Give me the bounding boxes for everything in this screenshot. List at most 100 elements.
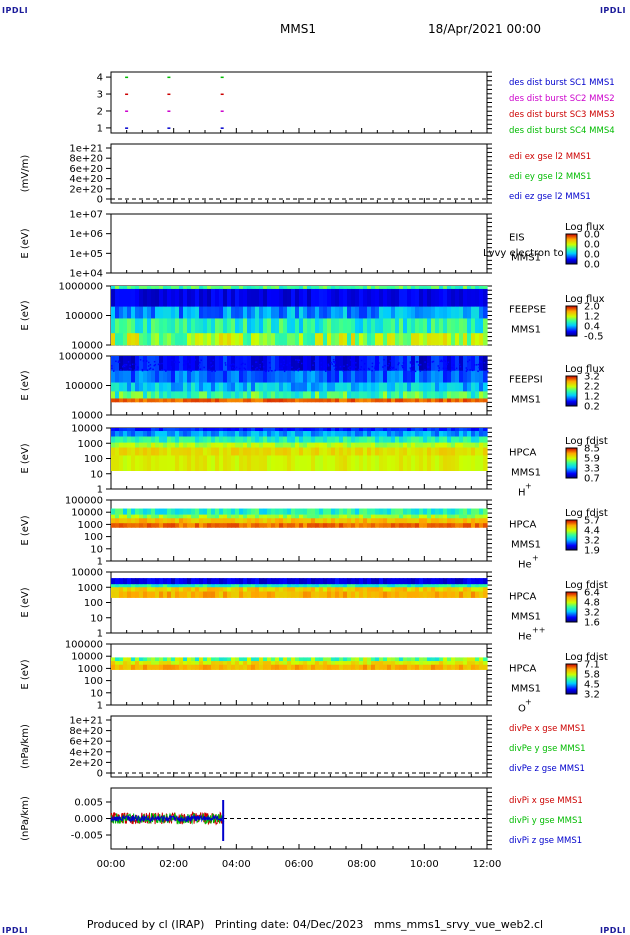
heatmap-dot — [117, 361, 120, 363]
heatmap-cell — [219, 431, 224, 437]
instrument-label: HPCA — [509, 591, 537, 602]
heatmap-cell — [287, 514, 292, 519]
heatmap-cell — [283, 286, 288, 290]
heatmap-cell — [155, 591, 160, 598]
y-tick-label: 4 — [97, 73, 103, 84]
heatmap-cell — [463, 398, 468, 403]
heatmap-cell — [227, 436, 232, 443]
heatmap-cell — [451, 382, 456, 392]
heatmap-cell — [347, 333, 352, 346]
heatmap-cell — [175, 508, 180, 515]
heatmap-cell — [251, 455, 256, 471]
heatmap-cell — [171, 584, 176, 588]
heatmap-cell — [335, 578, 340, 585]
heatmap-cell — [283, 398, 288, 403]
heatmap-cell — [259, 518, 264, 524]
heatmap-cell — [223, 591, 228, 598]
heatmap-cell — [191, 518, 196, 524]
heatmap-cell — [463, 442, 468, 448]
heatmap-dot — [188, 368, 190, 370]
heatmap-cell — [431, 382, 436, 392]
heatmap-cell — [347, 661, 352, 666]
instrument-label: HPCA — [509, 663, 537, 674]
heatmap-cell — [171, 591, 176, 598]
heatmap-cell — [411, 288, 416, 307]
heatmap-cell — [387, 661, 392, 666]
heatmap-cell — [339, 518, 344, 524]
heatmap-cell — [291, 428, 296, 432]
heatmap-cell — [183, 370, 188, 383]
heatmap-dot — [224, 362, 227, 364]
heatmap-cell — [367, 508, 372, 515]
heatmap-cell — [215, 442, 220, 448]
heatmap-cell — [307, 288, 312, 307]
heatmap-cell — [311, 587, 316, 592]
heatmap-cell — [459, 306, 464, 319]
heatmap-cell — [247, 664, 252, 670]
heatmap-cell — [467, 523, 472, 528]
heatmap-cell — [291, 431, 296, 437]
heatmap-cell — [475, 578, 480, 585]
heatmap-dot — [392, 366, 395, 369]
heatmap-cell — [387, 523, 392, 528]
heatmap-dot — [149, 364, 152, 366]
heatmap-cell — [247, 578, 252, 585]
heatmap-cell — [295, 318, 300, 334]
heatmap-cell — [479, 442, 484, 448]
heatmap-cell — [403, 356, 408, 372]
heatmap-cell — [207, 455, 212, 471]
heatmap-cell — [155, 370, 160, 383]
heatmap-cell — [411, 428, 416, 432]
heatmap-cell — [399, 288, 404, 307]
heatmap-cell — [455, 578, 460, 585]
heatmap-dot — [111, 365, 113, 367]
heatmap-cell — [311, 356, 316, 372]
heatmap-cell — [267, 661, 272, 666]
heatmap-cell — [343, 306, 348, 319]
heatmap-cell — [327, 436, 332, 443]
heatmap-cell — [119, 428, 124, 432]
heatmap-cell — [231, 428, 236, 432]
heatmap-cell — [447, 288, 452, 307]
heatmap-dot — [349, 359, 352, 361]
heatmap-cell — [403, 382, 408, 392]
heatmap-cell — [291, 455, 296, 471]
heatmap-cell — [111, 587, 116, 592]
heatmap-cell — [123, 578, 128, 585]
heatmap-dot — [445, 367, 447, 370]
heatmap-dot — [452, 364, 455, 366]
heatmap-cell — [167, 578, 172, 585]
heatmap-cell — [167, 518, 172, 524]
heatmap-dot — [301, 362, 303, 365]
heatmap-cell — [315, 428, 320, 432]
heatmap-dot — [146, 369, 149, 371]
heatmap-cell — [339, 664, 344, 670]
heatmap-cell — [407, 286, 412, 290]
heatmap-cell — [427, 591, 432, 598]
heatmap-cell — [159, 584, 164, 588]
heatmap-cell — [295, 523, 300, 528]
heatmap-cell — [195, 391, 200, 399]
heatmap-cell — [139, 288, 144, 307]
heatmap-cell — [443, 442, 448, 448]
heatmap-cell — [275, 578, 280, 585]
heatmap-dot — [158, 363, 161, 365]
heatmap-cell — [367, 428, 372, 432]
heatmap-cell — [111, 286, 116, 290]
heatmap-dot — [355, 362, 357, 364]
heatmap-cell — [395, 318, 400, 334]
heatmap-cell — [431, 306, 436, 319]
heatmap-cell — [403, 318, 408, 334]
heatmap-cell — [191, 370, 196, 383]
heatmap-cell — [383, 288, 388, 307]
heatmap-cell — [267, 657, 272, 662]
heatmap-cell — [139, 391, 144, 399]
heatmap-cell — [403, 428, 408, 432]
heatmap-cell — [295, 398, 300, 403]
heatmap-cell — [411, 587, 416, 592]
heatmap-cell — [235, 657, 240, 662]
heatmap-cell — [439, 442, 444, 448]
heatmap-cell — [439, 578, 444, 585]
heatmap-cell — [207, 518, 212, 524]
heatmap-cell — [271, 657, 276, 662]
